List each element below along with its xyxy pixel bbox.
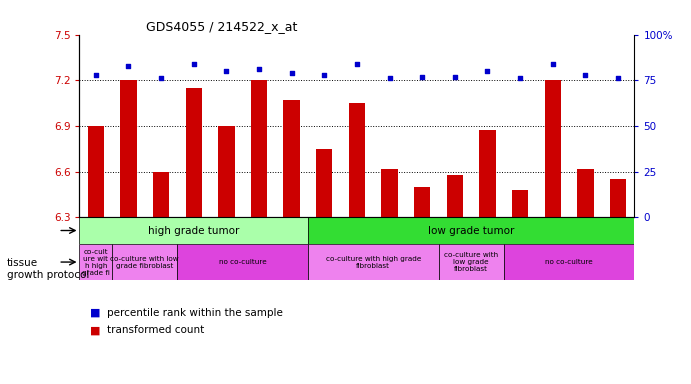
Bar [88, 126, 104, 217]
Point [580, 72, 591, 78]
Bar [153, 172, 169, 217]
Bar [577, 169, 594, 217]
Bar [446, 175, 463, 217]
Bar [512, 190, 528, 217]
Text: co-cult
ure wit
h high
grade fi: co-cult ure wit h high grade fi [82, 248, 110, 276]
Text: low grade tumor: low grade tumor [428, 225, 514, 235]
Text: GDS4055 / 214522_x_at: GDS4055 / 214522_x_at [146, 20, 297, 33]
Bar [308, 244, 439, 280]
Bar [504, 244, 634, 280]
Bar [381, 169, 398, 217]
Text: ■: ■ [90, 325, 100, 335]
Bar [120, 80, 137, 217]
Bar [439, 244, 504, 280]
Text: no co-culture: no co-culture [219, 259, 267, 265]
Bar [610, 179, 626, 217]
Text: co-culture with
low grade
fibroblast: co-culture with low grade fibroblast [444, 252, 498, 272]
Text: tissue: tissue [7, 258, 38, 268]
Bar [414, 187, 430, 217]
Point [417, 73, 428, 79]
Bar [186, 88, 202, 217]
Bar [218, 126, 234, 217]
Point [254, 66, 265, 72]
Text: no co-culture: no co-culture [545, 259, 593, 265]
Bar [545, 80, 561, 217]
Point [515, 75, 526, 81]
Text: ■: ■ [90, 308, 100, 318]
Bar [178, 244, 308, 280]
Point [449, 73, 460, 79]
Text: high grade tumor: high grade tumor [148, 225, 239, 235]
Text: co-culture with low
grade fibroblast: co-culture with low grade fibroblast [111, 256, 179, 268]
Bar [112, 244, 178, 280]
Point [352, 61, 363, 67]
Point [286, 70, 297, 76]
Point [482, 68, 493, 74]
Bar [308, 217, 634, 244]
Bar [79, 217, 308, 244]
Text: transformed count: transformed count [107, 325, 205, 335]
Bar [251, 80, 267, 217]
Bar [480, 131, 495, 217]
Point [319, 72, 330, 78]
Text: co-culture with high grade
fibroblast: co-culture with high grade fibroblast [325, 256, 421, 268]
Point [91, 72, 102, 78]
Point [155, 75, 167, 81]
Point [547, 61, 558, 67]
Bar [79, 244, 112, 280]
Point [384, 75, 395, 81]
Text: percentile rank within the sample: percentile rank within the sample [107, 308, 283, 318]
Point [188, 61, 199, 67]
Bar [283, 100, 300, 217]
Point [221, 68, 232, 74]
Bar [316, 149, 332, 217]
Point [123, 63, 134, 69]
Bar [349, 103, 365, 217]
Point [612, 75, 623, 81]
Text: growth protocol: growth protocol [7, 270, 89, 280]
